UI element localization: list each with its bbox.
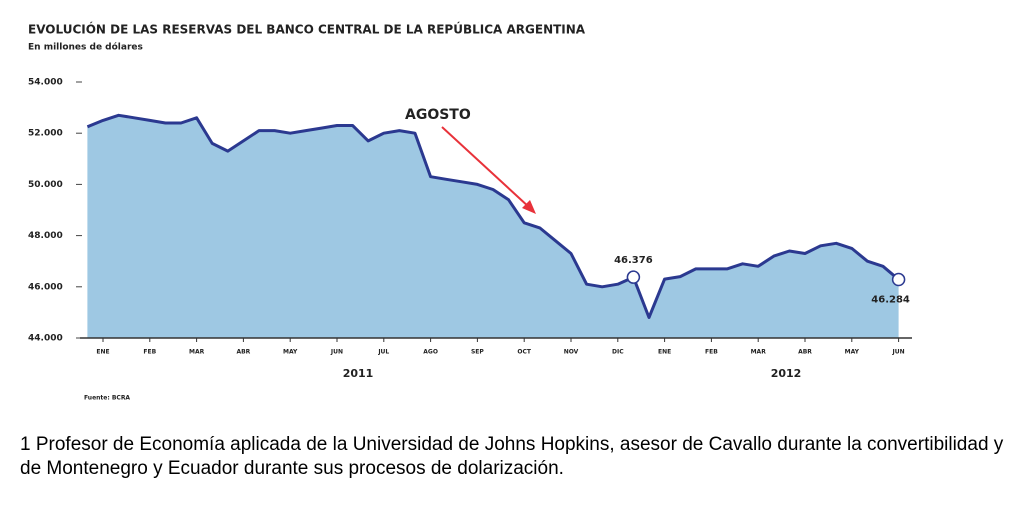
x-tick-label: FEB [705,349,718,356]
y-tick-label: 52.000 [28,129,63,139]
arrow [441,126,531,209]
x-tick-label: FEB [143,349,156,356]
x-tick-label: ENE [96,349,109,356]
source: Fuente: BCRA [84,395,130,402]
chart-subtitle: En millones de dólares [28,42,143,53]
x-tick-label: OCT [517,349,532,356]
x-tick-label: MAY [845,349,860,356]
y-tick-label: 48.000 [28,231,63,241]
footnote: 1 Profesor de Economía aplicada de la Un… [20,434,1004,479]
y-tick-label: 50.000 [28,180,63,190]
marker [891,272,906,287]
x-tick-label: ENE [658,349,671,356]
line [86,113,900,319]
x-tick-label: MAR [189,349,205,356]
y-tick-label: 44.000 [28,334,63,344]
chart-title: EVOLUCIÓN DE LAS RESERVAS DEL BANCO CENT… [28,22,586,37]
area [87,115,899,338]
x-tick-label: MAR [751,349,767,356]
x-tick-label: SEP [471,349,484,356]
x-tick-label: ABR [236,349,250,356]
year-label: 2012 [771,367,802,380]
marker [626,270,641,284]
x-tick-label: JUL [377,349,389,356]
x-tick-label: JUN [892,349,905,356]
chart: EVOLUCIÓN DE LAS RESERVAS DEL BANCO CENT… [28,22,912,402]
x-tick-label: NOV [564,349,579,356]
value-label: 46.376 [614,255,653,266]
x-tick-label: MAY [283,349,298,356]
x-tick-label: AGO [423,349,438,356]
x-tick-label: DIC [612,349,624,356]
value-label: 46.284 [871,295,910,306]
x-tick-label: ABR [798,349,812,356]
annotation: AGOSTO [405,107,471,123]
y-tick-label: 54.000 [28,78,63,88]
arrow-head [522,200,536,214]
x-tick-label: JUN [330,349,343,356]
y-tick-label: 46.000 [28,282,63,292]
year-label: 2011 [343,367,374,380]
